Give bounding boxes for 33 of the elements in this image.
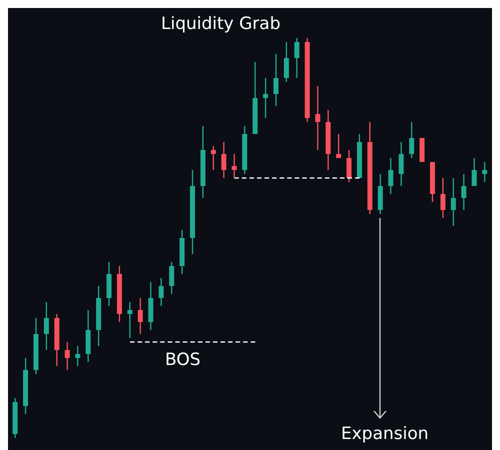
candlestick — [232, 153, 237, 179]
candlestick — [336, 133, 342, 159]
candlestick — [294, 38, 300, 79]
candlestick — [378, 173, 383, 215]
candlestick — [398, 141, 404, 187]
candlestick — [440, 177, 446, 219]
candlestick — [158, 277, 164, 307]
candlestick — [263, 77, 268, 119]
candlestick — [482, 161, 488, 183]
candlestick — [450, 177, 456, 227]
candlestick — [315, 85, 320, 151]
candlestick — [284, 41, 289, 83]
candlestick — [169, 261, 174, 295]
candlestick — [75, 345, 80, 367]
annotation: BOS — [165, 350, 201, 370]
candlestick — [148, 281, 154, 331]
candlestick — [273, 53, 278, 107]
candlestick — [210, 145, 216, 171]
candlestick — [388, 157, 394, 195]
candlestick — [420, 138, 425, 162]
candlestick — [138, 297, 143, 335]
candlestick — [106, 261, 112, 307]
candlestick — [127, 301, 132, 339]
candlestick — [221, 141, 226, 179]
candlestick — [461, 173, 466, 211]
candlestick — [64, 341, 70, 371]
candlestick — [44, 301, 49, 351]
candlestick — [346, 149, 352, 183]
annotation: Expansion — [341, 424, 429, 444]
candlestick — [86, 309, 91, 363]
candlestick — [472, 157, 477, 187]
candlestick — [409, 121, 414, 159]
text: Liquidity Grab — [161, 14, 280, 34]
